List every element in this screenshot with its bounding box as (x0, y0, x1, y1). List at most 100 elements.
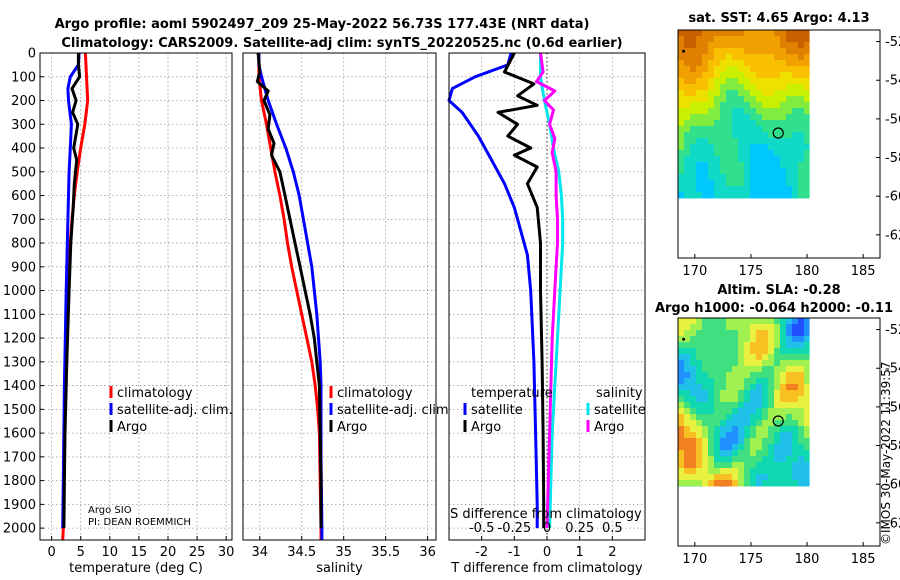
y-tick-label: 1200 (3, 332, 36, 347)
map-cell (726, 30, 733, 37)
map-cell (756, 480, 763, 487)
y-tick-label: -54 (885, 362, 900, 377)
map-cell (726, 90, 733, 97)
map-cell (738, 330, 745, 337)
map-cell (696, 462, 703, 469)
map-cell (708, 450, 715, 457)
map-cell (690, 96, 697, 103)
map-cell (738, 144, 745, 151)
map-cell (702, 192, 709, 199)
map-cell (678, 318, 685, 325)
map-cell (744, 360, 751, 367)
map-cell (684, 132, 691, 139)
map-cell (684, 360, 691, 367)
map-cell (756, 348, 763, 355)
map-cell (786, 396, 793, 403)
sst-title: sat. SST: 4.65 Argo: 4.13 (688, 11, 869, 26)
map-cell (756, 360, 763, 367)
map-cell (750, 462, 757, 469)
map-cell (732, 330, 739, 337)
map-cell (696, 72, 703, 79)
map-cell (792, 48, 799, 55)
map-cell (798, 426, 805, 433)
map-cell (786, 144, 793, 151)
map-cell (738, 324, 745, 331)
map-cell (714, 60, 721, 67)
map-cell (774, 174, 781, 181)
x-tick-label: 1 (576, 545, 584, 560)
map-cell (684, 90, 691, 97)
map-cell (714, 174, 721, 181)
s-tick-label: 0.25 (565, 521, 594, 536)
map-cell (678, 438, 685, 445)
map-cell (756, 144, 763, 151)
map-cell (714, 456, 721, 463)
map-cell (774, 354, 781, 361)
map-cell (762, 438, 769, 445)
y-tick-label: 500 (11, 165, 36, 180)
map-cell (678, 66, 685, 73)
map-cell (798, 96, 805, 103)
map-cell (762, 396, 769, 403)
map-cell (726, 132, 733, 139)
map-cell (690, 342, 697, 349)
map-cell (750, 450, 757, 457)
map-cell (780, 342, 787, 349)
map-cell (774, 342, 781, 349)
map-cell (792, 474, 799, 481)
map-cell (762, 366, 769, 373)
map-cell (684, 414, 691, 421)
map-cell (756, 366, 763, 373)
map-cell (738, 90, 745, 97)
map-cell (768, 120, 775, 127)
map-cell (786, 318, 793, 325)
map-cell (774, 378, 781, 385)
map-cell (798, 78, 805, 85)
map-cell (738, 60, 745, 67)
map-cell (768, 408, 775, 415)
map-cell (702, 114, 709, 121)
map-cell (762, 96, 769, 103)
map-cell (792, 324, 799, 331)
map-cell (708, 90, 715, 97)
map-cell (756, 318, 763, 325)
x-tick-label: 185 (851, 264, 876, 279)
map-cell (786, 336, 793, 343)
map-cell (756, 420, 763, 427)
map-cell (750, 144, 757, 151)
map-cell (738, 468, 745, 475)
map-cell (780, 174, 787, 181)
map-cell (774, 420, 781, 427)
map-cell (744, 36, 751, 43)
map-cell (702, 474, 709, 481)
map-cell (708, 324, 715, 331)
map-cell (690, 84, 697, 91)
map-cell (726, 102, 733, 109)
x-tick-label: 36 (419, 545, 436, 560)
temp-series-argo (62, 53, 82, 529)
map-cell (738, 162, 745, 169)
map-cell (714, 120, 721, 127)
map-cell (714, 138, 721, 145)
map-cell (804, 138, 810, 145)
reference-dot (682, 337, 686, 341)
map-cell (750, 354, 757, 361)
y-tick-label: 300 (11, 118, 36, 133)
map-cell (786, 354, 793, 361)
map-cell (768, 48, 775, 55)
map-cell (762, 192, 769, 199)
map-cell (780, 432, 787, 439)
map-cell (762, 48, 769, 55)
map-cell (702, 336, 709, 343)
map-cell (762, 462, 769, 469)
map-cell (792, 402, 799, 409)
map-cell (708, 150, 715, 157)
map-cell (708, 132, 715, 139)
map-cell (792, 30, 799, 37)
map-cell (690, 468, 697, 475)
map-cell (762, 78, 769, 85)
map-cell (804, 330, 810, 337)
map-cell (696, 186, 703, 193)
map-cell (696, 114, 703, 121)
map-cell (762, 378, 769, 385)
